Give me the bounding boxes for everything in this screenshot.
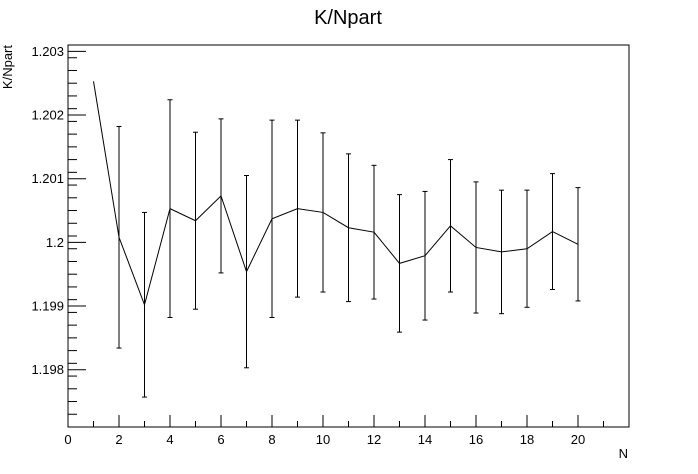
y-axis: 1.198 1.199 1.2 1.201 1.202 1.203: [31, 44, 86, 428]
y-tick-label: 1.198: [31, 362, 64, 377]
x-tick-label: 12: [367, 432, 381, 447]
x-tick-label: 20: [571, 432, 585, 447]
x-tick-label: 14: [418, 432, 432, 447]
x-tick-label: 6: [217, 432, 224, 447]
x-tick-label: 18: [520, 432, 534, 447]
series-group: [93, 81, 579, 307]
x-tick-label: 8: [268, 432, 275, 447]
x-tick-label: 2: [115, 432, 122, 447]
y-axis-label: K/Npart: [0, 45, 15, 89]
x-tick-label: 10: [316, 432, 330, 447]
x-tick-label: 16: [469, 432, 483, 447]
x-axis-label: N: [619, 446, 628, 461]
y-tick-label: 1.199: [31, 299, 64, 314]
y-tick-label: 1.202: [31, 108, 64, 123]
x-tick-label: 0: [64, 432, 71, 447]
series-line: [93, 81, 579, 307]
x-tick-label: 4: [166, 432, 173, 447]
y-tick-label: 1.201: [31, 171, 64, 186]
chart-title: K/Npart: [314, 7, 382, 29]
y-tick-label: 1.2: [46, 235, 64, 250]
y-tick-label: 1.203: [31, 44, 64, 59]
x-axis: 0 2 4 6 8 10 12 14 16 18 20: [64, 415, 604, 447]
